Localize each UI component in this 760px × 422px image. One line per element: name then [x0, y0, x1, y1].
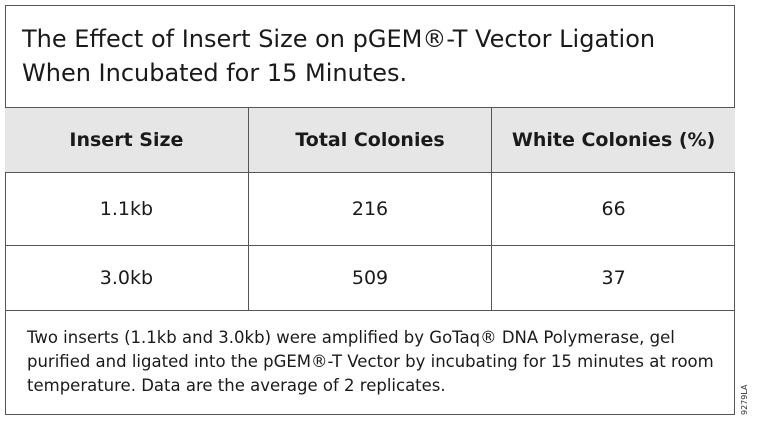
title: The Effect of Insert Size on pGEM®-T Vec… [22, 22, 722, 90]
header-cell: Insert Size [5, 107, 249, 173]
header-row: Insert Size Total Colonies White Colonie… [5, 107, 735, 173]
row: 1.1kb 216 66 [5, 172, 735, 246]
header-cell: Total Colonies [247, 107, 493, 173]
title-line: When Incubated for 15 Minutes. [22, 59, 408, 87]
cell: 3.0kb [5, 245, 249, 311]
cell: 1.1kb [5, 172, 249, 246]
data-table: Insert Size Total Colonies White Colonie… [5, 107, 735, 311]
footnote: Two inserts (1.1kb and 3.0kb) were ampli… [27, 328, 714, 395]
cell: 37 [491, 245, 735, 311]
header-cell: White Colonies (%) [491, 107, 735, 173]
row: 3.0kb 509 37 [5, 245, 735, 311]
cell: 509 [247, 245, 493, 311]
title-line: The Effect of Insert Size on pGEM®-T Vec… [22, 25, 656, 53]
cell: 66 [491, 172, 735, 246]
figure-code: 9279LA [740, 384, 749, 415]
cell: 216 [247, 172, 493, 246]
